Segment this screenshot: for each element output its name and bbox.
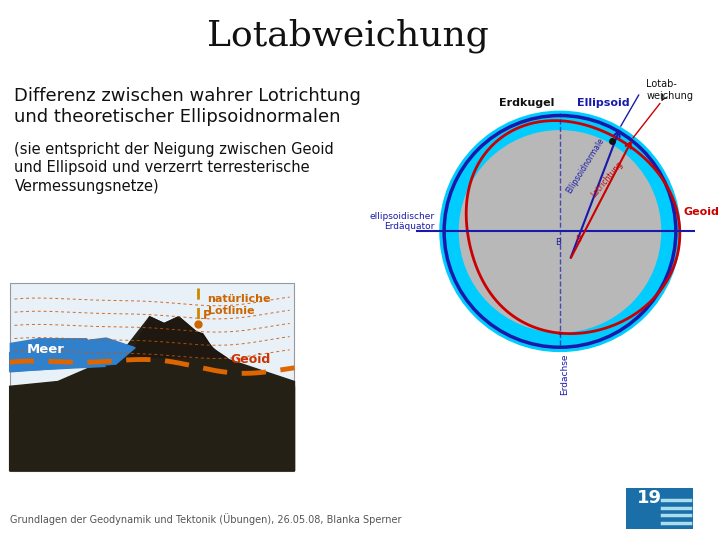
Text: Erdachse: Erdachse bbox=[560, 353, 570, 395]
Text: Lotrichtung: Lotrichtung bbox=[590, 159, 625, 199]
Text: Meer: Meer bbox=[27, 343, 65, 356]
Text: 19: 19 bbox=[637, 489, 662, 507]
Polygon shape bbox=[9, 338, 107, 372]
Text: B: B bbox=[555, 239, 561, 247]
FancyBboxPatch shape bbox=[9, 282, 294, 471]
Text: Ellipsoidnormale: Ellipsoidnormale bbox=[564, 136, 606, 195]
Text: Lotab-
weichung: Lotab- weichung bbox=[647, 79, 693, 101]
Text: Erdkugel: Erdkugel bbox=[498, 98, 554, 108]
Text: Geoid: Geoid bbox=[230, 353, 270, 366]
Polygon shape bbox=[9, 317, 294, 471]
Text: Grundlagen der Geodynamik und Tektonik (Übungen), 26.05.08, Blanka Sperner: Grundlagen der Geodynamik und Tektonik (… bbox=[9, 513, 401, 525]
Polygon shape bbox=[130, 317, 222, 357]
Text: und theoretischer Ellipsoidnormalen: und theoretischer Ellipsoidnormalen bbox=[14, 109, 341, 126]
FancyBboxPatch shape bbox=[9, 392, 294, 471]
Text: Ellipsoid: Ellipsoid bbox=[577, 98, 630, 108]
Text: B': B' bbox=[575, 234, 583, 244]
Text: Differenz zwischen wahrer Lotrichtung: Differenz zwischen wahrer Lotrichtung bbox=[14, 87, 361, 105]
Text: (sie entspricht der Neigung zwischen Geoid: (sie entspricht der Neigung zwischen Geo… bbox=[14, 142, 334, 157]
Text: Geoid: Geoid bbox=[683, 207, 719, 217]
Circle shape bbox=[456, 127, 665, 336]
Text: Lotabweichung: Lotabweichung bbox=[207, 18, 488, 52]
Polygon shape bbox=[9, 338, 135, 372]
FancyBboxPatch shape bbox=[626, 488, 693, 529]
Text: Vermessungsnetze): Vermessungsnetze) bbox=[14, 179, 159, 193]
Polygon shape bbox=[9, 329, 294, 471]
Text: P: P bbox=[203, 309, 212, 322]
Text: natürliche
Lotlinie: natürliche Lotlinie bbox=[207, 294, 271, 316]
Text: und Ellipsoid und verzerrt terresterische: und Ellipsoid und verzerrt terresterisch… bbox=[14, 160, 310, 175]
Text: ellipsoidischer
Erdäquator: ellipsoidischer Erdäquator bbox=[369, 212, 434, 232]
